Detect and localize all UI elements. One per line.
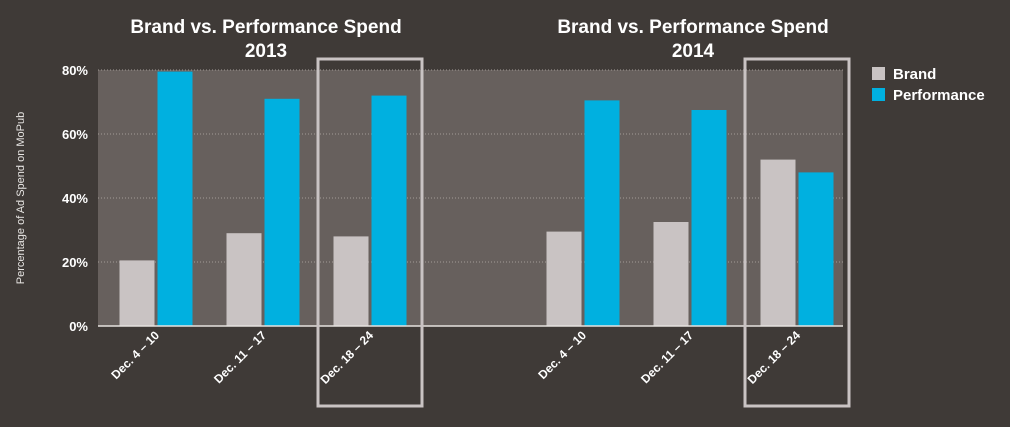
x-tick-label: Dec. 11 – 17 — [638, 328, 696, 386]
y-tick-labels: 0% 20% 40% 60% 80% — [62, 63, 88, 334]
y-tick-label: 60% — [62, 127, 88, 142]
legend-swatch-performance — [872, 88, 885, 101]
bar-performance-2014 — [691, 110, 727, 326]
y-tick-label: 0% — [69, 319, 88, 334]
bar-brand-2014 — [546, 231, 582, 326]
y-tick-label: 40% — [62, 191, 88, 206]
panel-2014-title-line2: 2014 — [672, 41, 715, 62]
bar-performance-2013 — [157, 71, 193, 326]
bar-brand-2013 — [333, 236, 369, 326]
gridlines — [98, 69, 843, 263]
bar-performance-2013 — [264, 98, 300, 326]
y-tick-label: 80% — [62, 63, 88, 78]
bar-brand-2013 — [119, 260, 155, 326]
y-axis-label: Percentage of Ad Spend on MoPub — [15, 112, 27, 284]
x-tick-labels: Dec. 4 – 10 Dec. 11 – 17 Dec. 18 – 24 Dec. … — [108, 328, 803, 387]
bar-brand-2014 — [760, 159, 796, 326]
highlight-box-2014 — [743, 57, 851, 408]
bar-performance-2013 — [371, 95, 407, 326]
legend: Brand Performance — [872, 66, 985, 104]
highlight-boxes — [316, 57, 851, 408]
bars-layer — [119, 71, 834, 327]
panel-2013-title-line2: 2013 — [245, 41, 287, 62]
legend-label-performance: Performance — [893, 87, 985, 104]
x-tick-label: Dec. 4 – 10 — [108, 328, 162, 382]
legend-label-brand: Brand — [893, 66, 936, 83]
bar-brand-2014 — [653, 222, 689, 326]
x-tick-label: Dec. 18 – 24 — [318, 328, 377, 387]
x-tick-label: Dec. 4 – 10 — [535, 328, 589, 382]
legend-swatch-brand — [872, 67, 885, 80]
panel-2014-title-line1: Brand vs. Performance Spend — [557, 17, 828, 38]
bar-performance-2014 — [584, 100, 620, 327]
x-tick-label: Dec. 11 – 17 — [211, 328, 269, 386]
bar-performance-2014 — [798, 172, 834, 326]
x-tick-label: Dec. 18 – 24 — [745, 328, 804, 387]
bar-brand-2013 — [226, 233, 262, 326]
y-tick-label: 20% — [62, 255, 88, 270]
panel-2013-title-line1: Brand vs. Performance Spend — [130, 17, 401, 38]
highlight-box-2013 — [316, 57, 424, 408]
